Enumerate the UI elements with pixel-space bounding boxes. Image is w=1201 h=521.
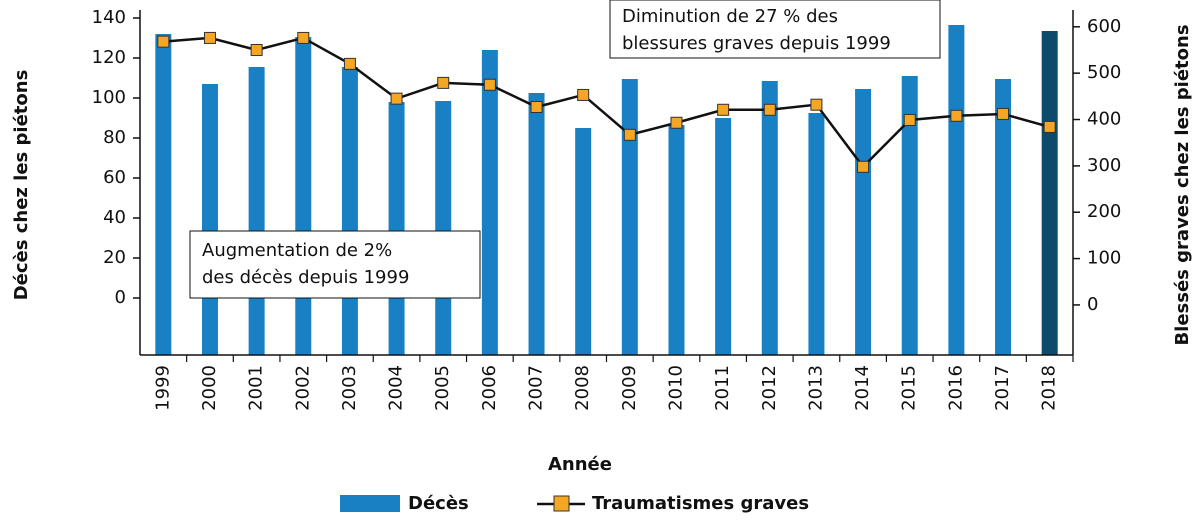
- x-tick-label: 2004: [386, 365, 407, 411]
- x-tick-label: 2012: [759, 365, 780, 411]
- y-tick-label: 120: [92, 47, 126, 68]
- x-tick-label: 2016: [945, 365, 966, 411]
- line-marker: [1043, 120, 1056, 133]
- bar: [201, 84, 218, 355]
- x-tick-label: 2000: [199, 365, 220, 411]
- annotation-text: Diminution de 27 % des: [622, 6, 838, 27]
- annotation-text: Augmentation de 2%: [202, 240, 392, 261]
- line-marker: [530, 101, 543, 114]
- line-marker: [903, 113, 916, 126]
- annotation-box: [189, 230, 481, 299]
- bar: [761, 81, 778, 355]
- x-tick-label: 1999: [152, 365, 173, 411]
- bar: [808, 113, 825, 355]
- y-tick-label: 0: [115, 287, 126, 308]
- line-marker: [670, 116, 683, 129]
- line-marker: [437, 76, 450, 89]
- y-tick-label: 60: [103, 167, 126, 188]
- line-marker: [390, 92, 403, 105]
- legend-label: Traumatismes graves: [592, 493, 809, 514]
- legend-label: Décès: [408, 493, 469, 514]
- bar: [621, 79, 638, 355]
- x-tick-label: 2018: [1039, 365, 1060, 411]
- line-marker: [157, 35, 170, 48]
- x-tick-label: 2007: [526, 365, 547, 411]
- bar: [715, 118, 732, 355]
- x-tick-label: 2015: [899, 365, 920, 411]
- bar: [575, 128, 592, 355]
- y2-axis-label: Blessés graves chez les piétons: [1172, 24, 1193, 345]
- line-marker: [763, 103, 776, 116]
- bar: [668, 125, 685, 355]
- bar: [435, 101, 452, 355]
- x-tick-label: 2001: [246, 365, 267, 411]
- y2-tick-label: 200: [1087, 201, 1121, 222]
- line-marker: [297, 31, 310, 44]
- line-marker: [717, 103, 730, 116]
- bar: [901, 76, 918, 355]
- x-tick-label: 2010: [665, 365, 686, 411]
- bar: [388, 102, 405, 355]
- line-marker: [997, 107, 1010, 120]
- x-tick-label: 2002: [292, 365, 313, 411]
- y-tick-label: 140: [92, 7, 126, 28]
- line-marker: [810, 98, 823, 111]
- y2-tick-label: 300: [1087, 155, 1121, 176]
- line-marker: [483, 78, 496, 91]
- x-tick-label: 2014: [852, 365, 873, 411]
- legend-marker: [553, 495, 570, 512]
- bar: [528, 93, 545, 355]
- bar: [341, 67, 358, 355]
- bar: [1041, 31, 1058, 355]
- bar: [295, 37, 312, 355]
- y-tick-label: 80: [103, 127, 126, 148]
- y-tick-label: 20: [103, 247, 126, 268]
- line-marker: [857, 160, 870, 173]
- x-tick-label: 2003: [339, 365, 360, 411]
- annotation-text: des décès depuis 1999: [202, 267, 409, 288]
- y-tick-label: 100: [92, 87, 126, 108]
- line: [163, 36, 1051, 169]
- legend-swatch: [340, 495, 400, 512]
- line-marker: [343, 57, 356, 70]
- bar: [481, 50, 498, 355]
- x-tick-label: 2006: [479, 365, 500, 411]
- x-tick-label: 2011: [712, 365, 733, 411]
- bar: [855, 89, 872, 355]
- x-tick-label: 2017: [992, 365, 1013, 411]
- bar: [155, 34, 172, 355]
- x-axis-label: Année: [548, 454, 612, 475]
- line-marker: [623, 128, 636, 141]
- y2-tick-label: 600: [1087, 16, 1121, 37]
- line-marker: [950, 109, 963, 122]
- y2-tick-label: 100: [1087, 248, 1121, 269]
- y-axis-label: Décès chez les piétons: [11, 70, 32, 301]
- y2-tick-label: 400: [1087, 109, 1121, 130]
- bar: [248, 67, 265, 355]
- y2-tick-label: 500: [1087, 62, 1121, 83]
- annotation-box: [609, 0, 941, 59]
- line-marker: [577, 88, 590, 101]
- line-marker: [250, 43, 263, 56]
- bar: [995, 79, 1012, 355]
- line-marker: [203, 31, 216, 44]
- x-tick-label: 2008: [572, 365, 593, 411]
- y2-tick-label: 0: [1087, 294, 1098, 315]
- x-tick-label: 2009: [619, 365, 640, 411]
- bar: [948, 25, 965, 355]
- y-tick-label: 40: [103, 207, 126, 228]
- annotation-text: blessures graves depuis 1999: [622, 33, 891, 54]
- x-tick-label: 2013: [805, 365, 826, 411]
- x-tick-label: 2005: [432, 365, 453, 411]
